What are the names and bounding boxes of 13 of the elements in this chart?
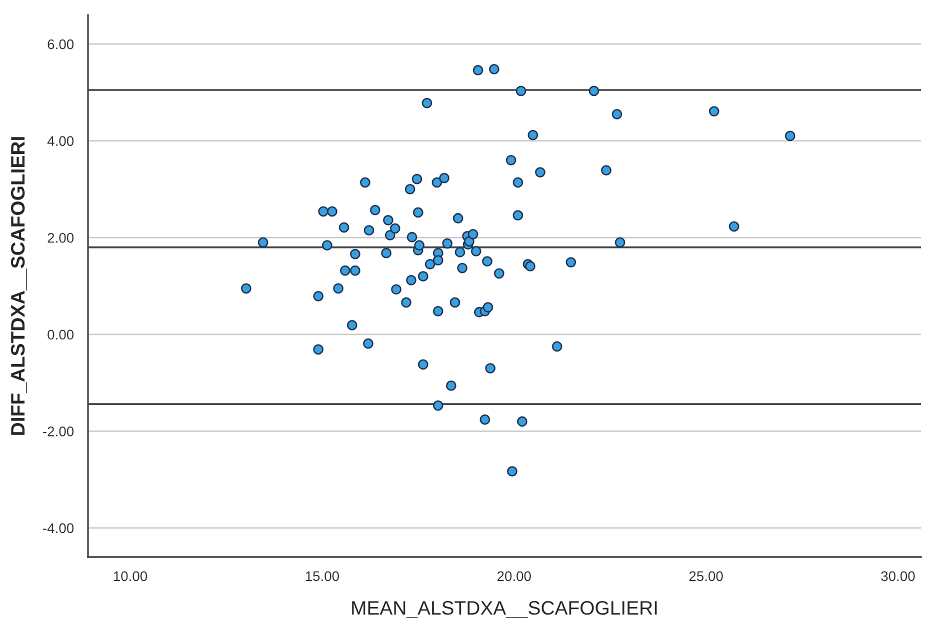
y-tick-label: 2.00 [48,232,74,243]
x-tick-label: 15.00 [306,571,339,582]
y-axis-title: DIFF_ALSTDXA__SCAFOGLIERI [10,137,27,435]
y-tick-label: 6.00 [48,39,74,50]
x-tick-label: 30.00 [881,571,915,582]
y-tick-label: 4.00 [47,136,74,146]
x-tick-label: 20.00 [497,571,531,582]
x-axis-title: MEAN_ALSTDXA__SCAFOGLIERI [352,601,657,618]
y-tick-label: -4.00 [43,523,74,534]
x-tick-label: 10.00 [114,571,148,582]
x-tick-label: 25.00 [689,571,723,582]
y-tick-label: 0.00 [48,330,74,340]
y-tick-label: -2.00 [43,426,74,436]
